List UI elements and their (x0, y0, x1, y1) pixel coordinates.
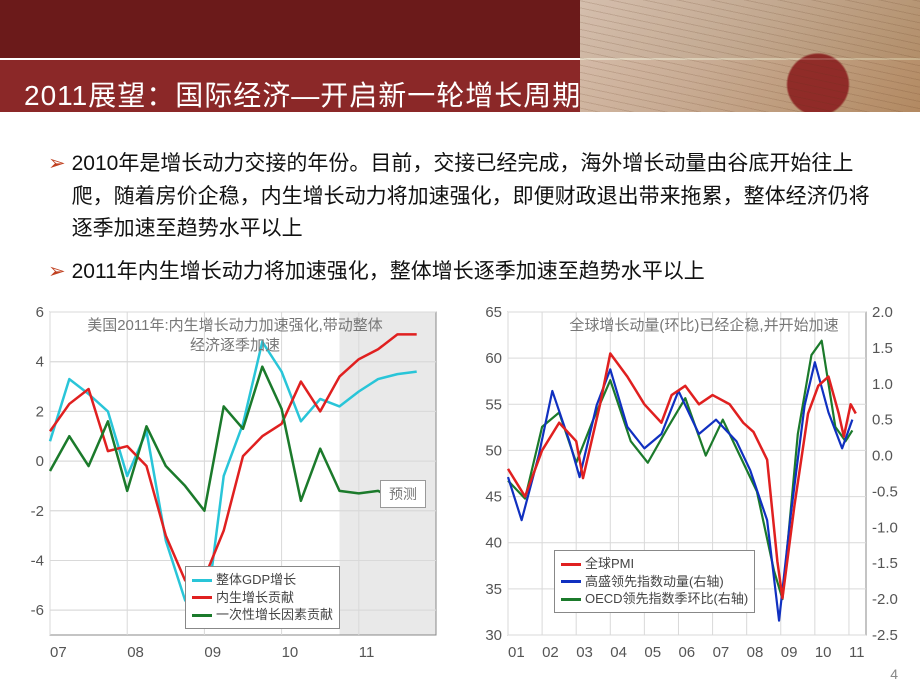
svg-text:6: 6 (36, 304, 44, 321)
svg-text:1.0: 1.0 (872, 376, 893, 393)
svg-text:-1.0: -1.0 (872, 519, 898, 536)
svg-text:2: 2 (36, 403, 44, 420)
svg-text:30: 30 (485, 627, 502, 644)
svg-text:-2.5: -2.5 (872, 627, 898, 644)
chart-right: 30 35 40 45 50 55 60 65 -2.5 -2.0 -1.5 -1.0 -0.5 0.0 0… (464, 300, 910, 665)
svg-text:55: 55 (485, 396, 502, 413)
svg-text:0.5: 0.5 (872, 412, 893, 429)
svg-text:04: 04 (610, 644, 627, 661)
bullet-2: ➢ 2011年内生增长动力将加速强化，整体增长逐季加速至趋势水平以上 (48, 256, 884, 289)
body-text-area: ➢ 2010年是增长动力交接的年份。目前，交接已经完成，海外增长动量由谷底开始往… (0, 130, 920, 288)
svg-text:-4: -4 (31, 552, 44, 569)
page-number: 4 (890, 666, 898, 682)
svg-text:05: 05 (644, 644, 661, 661)
svg-text:-2: -2 (31, 503, 44, 520)
svg-text:45: 45 (485, 489, 502, 506)
svg-text:4: 4 (36, 354, 44, 371)
svg-text:09: 09 (204, 644, 221, 661)
svg-text:60: 60 (485, 350, 502, 367)
svg-text:40: 40 (485, 535, 502, 552)
svg-text:1.5: 1.5 (872, 340, 893, 357)
chart-left-title: 美国2011年:内生增长动力加速强化,带动整体经济逐季加速 (80, 316, 390, 355)
svg-text:65: 65 (485, 304, 502, 321)
bullet-arrow-icon: ➢ (48, 148, 66, 181)
forecast-label: 预测 (380, 480, 426, 508)
svg-text:07: 07 (713, 644, 730, 661)
bullet-1: ➢ 2010年是增长动力交接的年份。目前，交接已经完成，海外增长动量由谷底开始往… (48, 148, 884, 246)
svg-text:10: 10 (282, 644, 299, 661)
charts-row: -6-4-202460708091011 美国2011年:内生增长动力加速强化,… (0, 300, 920, 665)
header-underline (0, 112, 920, 130)
svg-text:2.0: 2.0 (872, 304, 893, 321)
svg-text:06: 06 (678, 644, 695, 661)
svg-text:11: 11 (849, 644, 865, 661)
bullet-1-text: 2010年是增长动力交接的年份。目前，交接已经完成，海外增长动量由谷底开始往上爬… (72, 148, 884, 246)
svg-text:35: 35 (485, 581, 502, 598)
svg-text:08: 08 (127, 644, 144, 661)
header-decorative-image (580, 0, 920, 130)
svg-text:07: 07 (50, 644, 67, 661)
chart-right-title: 全球增长动量(环比)已经企稳,并开始加速 (554, 316, 854, 336)
page-title: 2011展望：国际经济—开启新一轮增长周期 (24, 74, 581, 114)
svg-text:-6: -6 (31, 602, 44, 619)
chart-left-legend: 整体GDP增长内生增长贡献一次性增长因素贡献 (185, 566, 340, 629)
svg-text:0.0: 0.0 (872, 448, 893, 465)
bullet-arrow-icon: ➢ (48, 256, 66, 289)
svg-text:11: 11 (359, 644, 375, 661)
svg-text:03: 03 (576, 644, 593, 661)
svg-text:09: 09 (781, 644, 798, 661)
svg-text:50: 50 (485, 442, 502, 459)
chart-right-legend: 全球PMI高盛领先指数动量(右轴)OECD领先指数季环比(右轴) (554, 550, 755, 613)
svg-text:10: 10 (815, 644, 832, 661)
chart-left: -6 -4 -2 0 2 4 6 07 08 09 10 11 美国2011年:内生增长动力加速强化,… (10, 300, 456, 665)
header-band: 2011展望：国际经济—开启新一轮增长周期 (0, 0, 920, 130)
svg-text:02: 02 (542, 644, 559, 661)
svg-text:0: 0 (36, 453, 44, 470)
svg-text:-0.5: -0.5 (872, 483, 898, 500)
bullet-2-text: 2011年内生增长动力将加速强化，整体增长逐季加速至趋势水平以上 (72, 256, 884, 289)
svg-text:01: 01 (508, 644, 525, 661)
svg-text:-2.0: -2.0 (872, 591, 898, 608)
svg-text:08: 08 (747, 644, 764, 661)
svg-text:-1.5: -1.5 (872, 555, 898, 572)
